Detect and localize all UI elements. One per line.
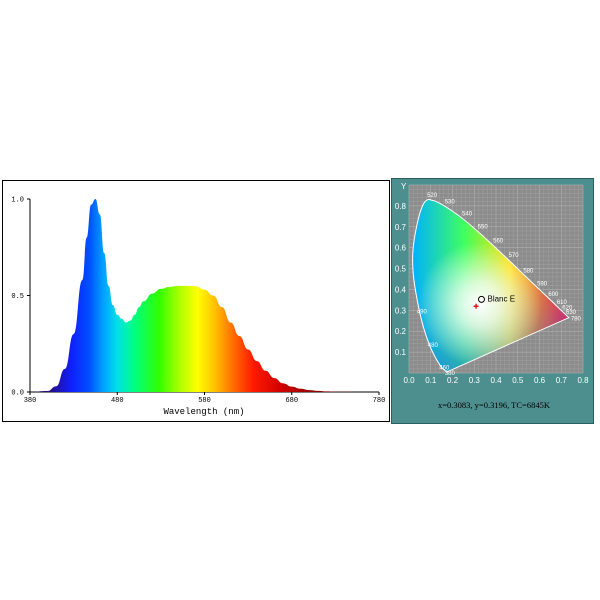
spectral-locus-label: 530 (445, 200, 456, 206)
measured-point-marker (473, 303, 479, 309)
spectral-locus-label: 560 (493, 239, 504, 245)
chromaticity-readout: x=0.3083, y=0.3196, TC=6845K (438, 400, 551, 410)
spectrum-curve (30, 199, 379, 392)
spectral-locus-label: 550 (478, 224, 489, 230)
spectral-locus-label: 780 (571, 317, 582, 323)
cie-y-tick-label: 0.2 (395, 327, 407, 336)
cie-x-tick-label: 0.2 (447, 376, 459, 385)
cie-y-tick-label: 0.3 (395, 306, 407, 315)
spectral-locus-label: 580 (523, 268, 534, 274)
spectral-locus-label: 460 (439, 366, 450, 372)
spectrum-x-tick-label: 380 (24, 397, 37, 405)
spectrum-y-tick-label: 0.0 (11, 390, 24, 398)
reference-white-point (477, 295, 485, 303)
spectral-locus-label: 590 (537, 281, 548, 287)
cie-x-tick-label: 0.7 (556, 376, 568, 385)
cie-x-tick-label: 0.1 (425, 376, 437, 385)
spectrum-x-tick-label: 480 (111, 397, 124, 405)
cie-x-tick-label: 0.0 (403, 376, 415, 385)
cie-y-tick-label: 0.4 (395, 285, 407, 294)
spectrum-x-axis-label: Wavelength (nm) (163, 407, 244, 417)
spectrum-x-tick-label: 580 (198, 397, 211, 405)
cie-y-axis-label: Y (401, 182, 407, 191)
spectral-locus-label: 620 (562, 306, 573, 312)
cie-x-tick-label: 0.4 (490, 376, 502, 385)
spectral-locus-label: 520 (427, 193, 438, 199)
cie-y-tick-label: 0.8 (395, 202, 407, 211)
spectrum-y-tick-label: 0.5 (11, 293, 24, 301)
cie-x-tick-label: 0.8 (577, 376, 589, 385)
spectrum-plot: 380 480 580 680 780 0.0 0.5 1.0 Wavelength (nm) (11, 197, 385, 418)
cie-y-tick-label: 0.6 (395, 244, 407, 253)
spectral-locus-label: 490 (417, 309, 428, 315)
cie-x-tick-label: 0.5 (512, 376, 524, 385)
reference-white-label: Blanc E (487, 294, 515, 303)
spectrum-y-tick-label: 1.0 (11, 197, 24, 205)
spectrum-chart: 380 480 580 680 780 0.0 0.5 1.0 Wavelength (nm) (2, 180, 390, 422)
spectral-locus (412, 199, 570, 373)
spectral-locus-label: 540 (462, 211, 473, 217)
cie-y-tick-label: 0.5 (395, 265, 407, 274)
spectrum-tick-labels: 380 480 580 680 780 0.0 0.5 1.0 (11, 197, 385, 406)
spectral-locus-label: 480 (428, 343, 439, 349)
spectral-locus-label: 600 (548, 292, 559, 298)
spectral-locus-label: 570 (509, 253, 520, 259)
spectral-locus-label: 610 (557, 300, 568, 306)
cie-x-tick-label: 0.6 (534, 376, 546, 385)
spectrum-x-tick-label: 780 (373, 397, 386, 405)
cie-chromaticity-panel: 520 530 540 550 560 570 580 590 600 610 620 630 780 4… (391, 178, 594, 424)
cie-y-tick-label: 0.1 (395, 348, 407, 357)
cie-tick-labels: 0.0 0.1 0.2 0.3 0.4 0.5 0.6 0.7 0.8 0.1 0.2 0.3 0.4 0… (395, 202, 589, 385)
spectral-locus-label: 630 (566, 310, 577, 316)
cie-x-tick-label: 0.3 (469, 376, 481, 385)
spectral-locus-label: 380 (445, 371, 456, 377)
cie-y-tick-label: 0.7 (395, 223, 407, 232)
spectrum-x-tick-label: 680 (285, 397, 298, 405)
